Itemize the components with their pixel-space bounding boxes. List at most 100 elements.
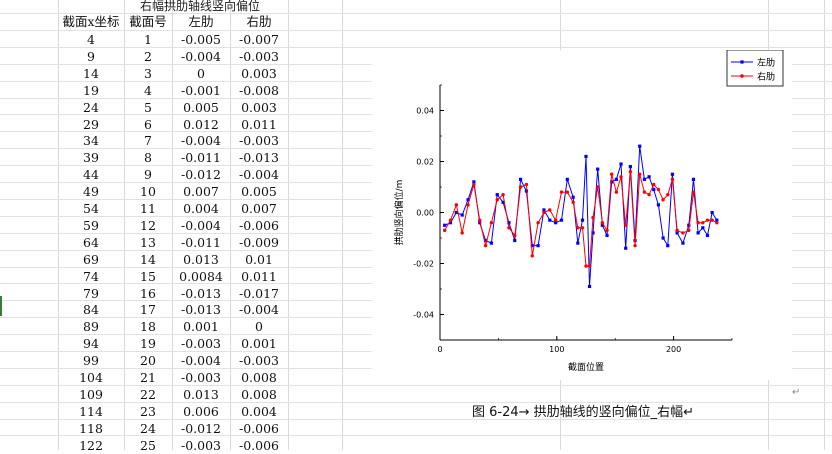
cell-right-rib[interactable]: 0.003	[241, 66, 277, 81]
cell-section-x[interactable]: 49	[83, 184, 99, 199]
cell-section-no[interactable]: 10	[140, 184, 156, 199]
cell-right-rib[interactable]: -0.007	[238, 32, 279, 47]
cell-section-x[interactable]: 34	[83, 133, 99, 148]
cell-right-rib[interactable]: 0.008	[241, 387, 277, 402]
cell-section-no[interactable]: 5	[144, 100, 152, 115]
cell-section-no[interactable]: 21	[140, 370, 156, 385]
cell-right-rib[interactable]: 0	[255, 319, 263, 334]
cell-right-rib[interactable]: -0.003	[238, 353, 279, 368]
cell-section-no[interactable]: 25	[140, 438, 156, 453]
cell-section-x[interactable]: 19	[83, 83, 99, 98]
cell-left-rib[interactable]: 0.013	[183, 252, 219, 267]
cell-section-x[interactable]: 69	[83, 252, 99, 267]
cell-section-x[interactable]: 44	[83, 167, 99, 182]
cell-right-rib[interactable]: -0.003	[238, 133, 279, 148]
cell-section-no[interactable]: 14	[140, 252, 156, 267]
cell-section-x[interactable]: 9	[87, 49, 95, 64]
cell-section-no[interactable]: 6	[144, 117, 152, 132]
cell-section-x[interactable]: 89	[83, 319, 99, 334]
cell-section-no[interactable]: 12	[140, 218, 156, 233]
cell-right-rib[interactable]: 0.011	[241, 269, 277, 284]
cell-section-no[interactable]: 22	[140, 387, 156, 402]
cell-right-rib[interactable]: -0.006	[238, 438, 279, 453]
cell-section-x[interactable]: 74	[83, 269, 99, 284]
cell-left-rib[interactable]: 0.006	[183, 404, 219, 419]
cell-right-rib[interactable]: -0.017	[238, 286, 279, 301]
cell-section-x[interactable]: 39	[83, 150, 99, 165]
cell-section-no[interactable]: 20	[140, 353, 156, 368]
cell-section-no[interactable]: 15	[140, 269, 156, 284]
cell-section-no[interactable]: 16	[140, 286, 156, 301]
cell-left-rib[interactable]: -0.013	[180, 302, 221, 317]
cell-section-no[interactable]: 3	[144, 66, 152, 81]
cell-right-rib[interactable]: -0.004	[238, 302, 279, 317]
cell-right-rib[interactable]: 0.001	[241, 336, 277, 351]
cell-left-rib[interactable]: 0.001	[183, 319, 219, 334]
cell-section-x[interactable]: 14	[83, 66, 99, 81]
cell-section-no[interactable]: 8	[144, 150, 152, 165]
cell-section-no[interactable]: 18	[140, 319, 156, 334]
cell-right-rib[interactable]: -0.004	[238, 167, 279, 182]
cell-left-rib[interactable]: -0.011	[180, 235, 221, 250]
cell-section-no[interactable]: 7	[144, 133, 152, 148]
cell-section-no[interactable]: 9	[144, 167, 152, 182]
cell-section-x[interactable]: 24	[83, 100, 99, 115]
cell-left-rib[interactable]: 0.004	[183, 201, 219, 216]
cell-left-rib[interactable]: -0.003	[180, 438, 221, 453]
cell-right-rib[interactable]: -0.009	[238, 235, 279, 250]
cell-left-rib[interactable]: 0.013	[183, 387, 219, 402]
cell-left-rib[interactable]: -0.003	[180, 336, 221, 351]
cell-left-rib[interactable]: -0.001	[180, 83, 221, 98]
cell-left-rib[interactable]: -0.003	[180, 370, 221, 385]
cell-section-x[interactable]: 118	[79, 421, 103, 436]
cell-left-rib[interactable]: -0.011	[180, 150, 221, 165]
cell-section-x[interactable]: 122	[79, 438, 103, 453]
cell-section-x[interactable]: 99	[83, 353, 99, 368]
cell-section-x[interactable]: 4	[87, 32, 95, 47]
cell-right-rib[interactable]: -0.003	[238, 49, 279, 64]
cell-section-no[interactable]: 19	[140, 336, 156, 351]
cell-section-x[interactable]: 104	[79, 370, 103, 385]
cell-section-x[interactable]: 59	[83, 218, 99, 233]
cell-right-rib[interactable]: 0.011	[241, 117, 277, 132]
cell-left-rib[interactable]: -0.004	[180, 353, 221, 368]
cell-left-rib[interactable]: 0.0084	[179, 269, 223, 284]
cell-section-x[interactable]: 54	[83, 201, 99, 216]
cell-left-rib[interactable]: -0.013	[180, 286, 221, 301]
cell-left-rib[interactable]: 0.007	[183, 184, 219, 199]
cell-section-no[interactable]: 13	[140, 235, 156, 250]
cell-section-x[interactable]: 84	[83, 302, 99, 317]
cell-right-rib[interactable]: 0.004	[241, 404, 277, 419]
cell-section-no[interactable]: 23	[140, 404, 156, 419]
cell-left-rib[interactable]: -0.012	[180, 421, 221, 436]
cell-right-rib[interactable]: -0.006	[238, 421, 279, 436]
cell-section-no[interactable]: 11	[140, 201, 156, 216]
cell-right-rib[interactable]: -0.006	[238, 218, 279, 233]
cell-section-x[interactable]: 29	[83, 117, 99, 132]
cell-right-rib[interactable]: 0.01	[245, 252, 273, 267]
cell-right-rib[interactable]: -0.008	[238, 83, 279, 98]
cell-left-rib[interactable]: -0.004	[180, 49, 221, 64]
cell-section-x[interactable]: 114	[79, 404, 103, 419]
cell-section-x[interactable]: 64	[83, 235, 99, 250]
cell-left-rib[interactable]: -0.004	[180, 133, 221, 148]
cell-section-no[interactable]: 2	[144, 49, 152, 64]
cell-right-rib[interactable]: 0.003	[241, 100, 277, 115]
cell-right-rib[interactable]: 0.007	[241, 201, 277, 216]
cell-left-rib[interactable]: -0.012	[180, 167, 221, 182]
cell-section-no[interactable]: 24	[140, 421, 156, 436]
cell-right-rib[interactable]: 0.008	[241, 370, 277, 385]
cell-section-no[interactable]: 1	[144, 32, 152, 47]
cell-left-rib[interactable]: -0.004	[180, 218, 221, 233]
cell-right-rib[interactable]: -0.013	[238, 150, 279, 165]
cell-left-rib[interactable]: 0.005	[183, 100, 219, 115]
cell-section-x[interactable]: 79	[83, 286, 99, 301]
cell-section-no[interactable]: 17	[140, 302, 156, 317]
cell-left-rib[interactable]: 0.012	[183, 117, 219, 132]
cell-left-rib[interactable]: 0	[197, 66, 205, 81]
cell-left-rib[interactable]: -0.005	[180, 32, 221, 47]
cell-section-x[interactable]: 94	[83, 336, 99, 351]
cell-right-rib[interactable]: 0.005	[241, 184, 277, 199]
cell-section-no[interactable]: 4	[144, 83, 152, 98]
cell-section-x[interactable]: 109	[79, 387, 103, 402]
